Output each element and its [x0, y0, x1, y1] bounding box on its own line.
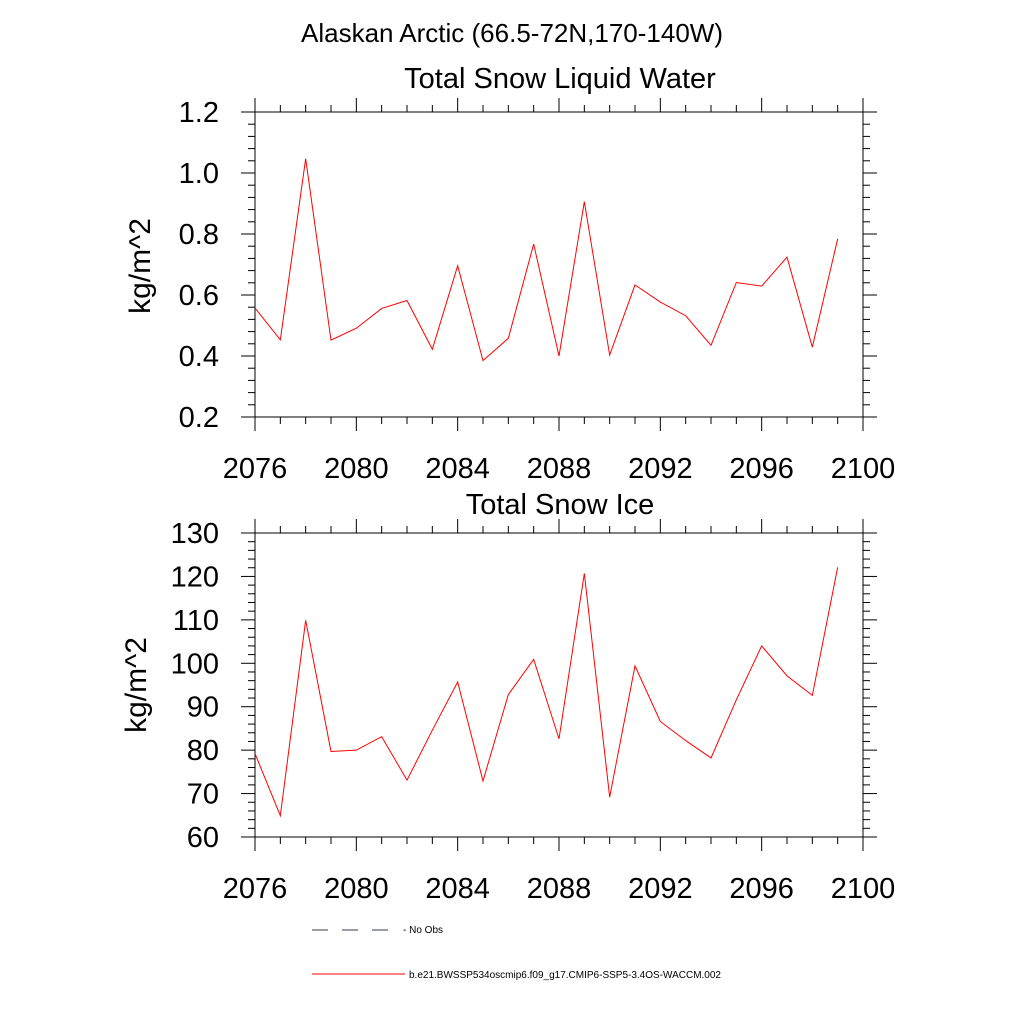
x-tick-label: 2080: [324, 873, 389, 905]
x-tick-label: 2084: [425, 873, 490, 905]
y-tick-label: 0.8: [179, 219, 219, 251]
x-tick-label: 2088: [527, 453, 592, 485]
y-tick-label: 120: [171, 561, 219, 593]
plot-frame-liquid-water: [254, 111, 864, 418]
panel-snow-liquid-water: Total Snow Liquid Water kg/m^2 2076 2080 2…: [124, 63, 895, 485]
y-tick-label: 90: [187, 692, 219, 724]
x-tick-label: 2092: [628, 453, 693, 485]
y-tick-label: 130: [171, 518, 219, 550]
panel-title-liquid-water: Total Snow Liquid Water: [404, 63, 716, 95]
x-tick-label: 2092: [628, 873, 693, 905]
y-axis-label-liquid-water: kg/m^2: [124, 218, 157, 314]
x-tick-label: 2100: [831, 453, 896, 485]
panel-snow-ice: Total Snow Ice kg/m^2 2076 2080 2084 2088 20…: [120, 489, 895, 905]
legend-label-no-obs: - No Obs: [403, 925, 443, 936]
legend-label-model: b.e21.BWSSP534oscmip6.f09_g17.CMIP6-SSP5…: [409, 970, 721, 981]
y-tick-label: 110: [173, 605, 219, 637]
x-tick-label: 2084: [425, 453, 490, 485]
y-tick-label: 0.2: [179, 402, 219, 434]
figure-title: Alaskan Arctic (66.5-72N,170-140W): [301, 18, 723, 48]
x-tick-label: 2096: [729, 453, 794, 485]
y-tick-label: 60: [187, 822, 219, 854]
y-tick-label: 0.6: [179, 280, 219, 312]
y-tick-label: 1.2: [179, 97, 219, 129]
x-tick-label: 2088: [527, 873, 592, 905]
panel-title-snow-ice: Total Snow Ice: [466, 489, 655, 521]
y-tick-label: 80: [187, 735, 219, 767]
series-line-liquid-water: [254, 158, 839, 362]
plot-frame-snow-ice: [254, 532, 864, 838]
x-tick-label: 2076: [223, 873, 288, 905]
y-tick-label: 0.4: [179, 341, 219, 373]
series-line-snow-ice: [254, 567, 839, 818]
x-tick-label: 2100: [831, 873, 896, 905]
y-tick-label: 100: [171, 648, 219, 680]
x-tick-label: 2096: [729, 873, 794, 905]
y-tick-label: 70: [187, 779, 219, 811]
legend: - No Obs b.e21.BWSSP534oscmip6.f09_g17.C…: [312, 925, 721, 981]
x-tick-label: 2076: [223, 453, 288, 485]
y-axis-label-snow-ice: kg/m^2: [120, 637, 153, 733]
y-tick-label: 1.0: [179, 158, 219, 190]
x-tick-label: 2080: [324, 453, 389, 485]
